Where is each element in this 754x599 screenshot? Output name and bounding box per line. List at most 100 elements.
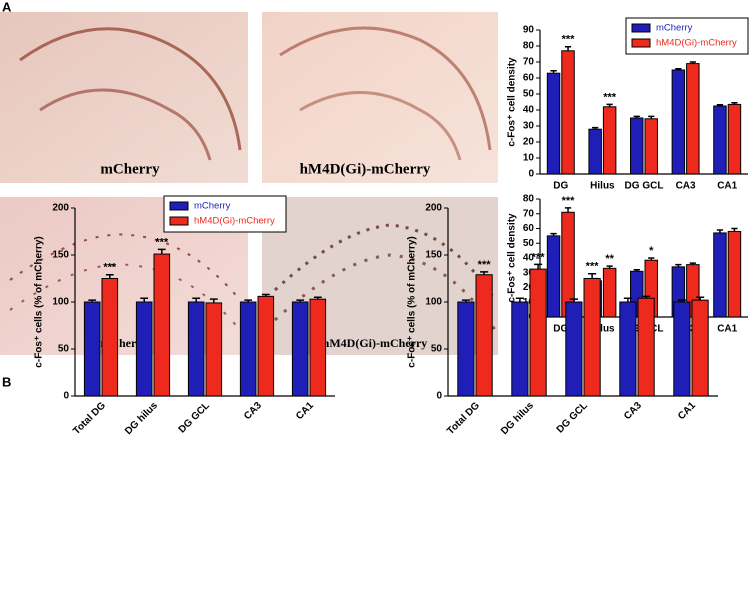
bar	[727, 103, 742, 175]
x-tick-label: DG	[553, 181, 568, 192]
error-bar	[675, 67, 682, 70]
error-bar	[689, 61, 696, 64]
y-tick-label: 90	[523, 25, 535, 36]
bar	[565, 301, 583, 397]
x-tick-label: DG	[553, 324, 568, 335]
y-tick-label: 30	[523, 121, 535, 132]
y-tick-label: 50	[58, 344, 70, 355]
annotation: ***	[586, 261, 600, 273]
x-tick-label: Hilus	[590, 324, 615, 335]
legend-swatch	[169, 216, 189, 226]
error-bar	[209, 298, 218, 303]
error-bar	[569, 298, 578, 302]
y-tick-label: 30	[523, 267, 535, 278]
y-tick-label: 0	[436, 391, 442, 402]
y-axis-label: c-Fos⁺ cell density	[507, 57, 518, 147]
bar	[619, 301, 637, 397]
legend-label: hM4D(Gi)-mCherry	[656, 38, 737, 49]
y-tick-label: 100	[52, 297, 69, 308]
error-bar	[633, 269, 640, 272]
bar	[630, 117, 644, 175]
bar	[727, 230, 742, 318]
bar	[671, 69, 686, 175]
error-bar	[140, 297, 149, 302]
error-bar	[244, 299, 253, 302]
bar	[673, 301, 691, 397]
annotation: ***	[562, 34, 576, 46]
error-bar	[592, 126, 599, 130]
error-bar	[550, 232, 557, 236]
y-tick-label: 80	[523, 194, 535, 205]
y-axis-label: c-Fos⁺ cells (% of mCherry)	[407, 236, 418, 367]
y-tick-label: 100	[425, 297, 442, 308]
error-bar	[564, 207, 572, 213]
error-bar	[633, 115, 640, 118]
x-tick-label: DG GCL	[625, 181, 664, 192]
bar	[644, 118, 658, 175]
error-bar	[731, 227, 738, 232]
image-caption: hM4D(Gi)-mCherry	[300, 161, 431, 177]
error-bar	[588, 273, 597, 279]
bar	[153, 253, 171, 397]
bar	[457, 301, 475, 397]
annotation: ***	[155, 236, 169, 248]
x-tick-label: Total DG	[71, 400, 108, 437]
y-tick-label: 150	[425, 250, 442, 261]
error-bar	[313, 296, 322, 300]
y-tick-label: 40	[523, 253, 535, 264]
y-tick-label: 200	[52, 203, 69, 214]
bar	[561, 211, 575, 318]
error-bar	[716, 229, 724, 233]
annotation: *	[649, 245, 654, 257]
bar	[101, 278, 119, 397]
image-caption: mCherry	[100, 161, 160, 177]
x-tick-label: Hilus	[590, 181, 615, 192]
annotation: ***	[478, 259, 492, 271]
bar	[257, 295, 275, 397]
x-tick-label: DG hilus	[499, 400, 536, 437]
micrograph: mCherry	[0, 12, 248, 183]
bar	[588, 128, 602, 175]
error-bar	[689, 262, 696, 265]
y-tick-label: 50	[431, 344, 443, 355]
x-tick-label: CA3	[622, 400, 644, 422]
error-bar	[515, 297, 524, 302]
bar	[546, 72, 561, 175]
legend-label: hM4D(Gi)-mCherry	[194, 216, 275, 227]
x-tick-label: CA1	[717, 324, 737, 335]
x-tick-label: CA1	[717, 181, 737, 192]
image-caption: hM4D(Gi)-mCherry	[323, 336, 428, 350]
legend-swatch	[631, 23, 651, 33]
bar	[529, 268, 547, 397]
error-bar	[696, 296, 705, 301]
error-bar	[716, 103, 724, 106]
bar	[713, 232, 727, 318]
error-bar	[677, 299, 686, 302]
annotation: ***	[603, 91, 617, 103]
error-bar	[88, 299, 97, 302]
y-axis-label: c-Fos⁺ cells (% of mCherry)	[34, 236, 45, 367]
y-tick-label: 80	[523, 41, 535, 52]
annotation: **	[605, 253, 614, 265]
error-bar	[623, 297, 632, 302]
bar	[187, 301, 205, 397]
error-bar	[461, 299, 470, 302]
panel-label: A	[2, 0, 12, 14]
panel-label: B	[2, 374, 11, 389]
error-bar	[157, 248, 166, 255]
error-bar	[564, 46, 572, 51]
y-tick-label: 20	[523, 282, 535, 293]
bar	[686, 63, 700, 175]
bar	[511, 301, 529, 397]
legend-swatch	[631, 38, 651, 48]
y-tick-label: 70	[523, 208, 535, 219]
bar	[602, 267, 617, 318]
bar	[291, 301, 309, 397]
bar	[602, 106, 617, 175]
y-tick-label: 0	[63, 391, 69, 402]
error-bar	[648, 257, 655, 261]
x-tick-label: DG GCL	[177, 400, 212, 435]
y-tick-label: 40	[523, 105, 535, 116]
bar	[691, 299, 709, 397]
